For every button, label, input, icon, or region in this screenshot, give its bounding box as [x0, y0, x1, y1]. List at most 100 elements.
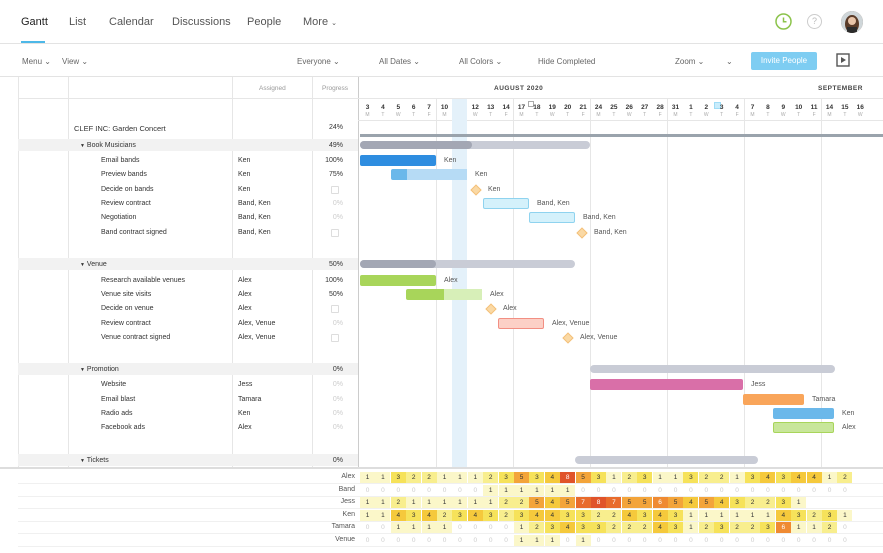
task-assignee[interactable]: Band, Ken: [238, 229, 271, 236]
workload-cell[interactable]: 1: [483, 484, 499, 496]
clock-icon[interactable]: [775, 13, 792, 30]
tab-calendar[interactable]: Calendar: [109, 16, 154, 28]
workload-cell[interactable]: 2: [760, 497, 776, 508]
task-name[interactable]: Email bands: [101, 157, 140, 164]
invite-people-button[interactable]: Invite People: [751, 52, 817, 70]
workload-cell[interactable]: 2: [529, 522, 545, 533]
task-assignee[interactable]: Tamara: [238, 396, 262, 403]
workload-cell[interactable]: 2: [421, 472, 437, 483]
group-title[interactable]: ▼ Book Musicians: [80, 142, 136, 149]
workload-cell[interactable]: 3: [683, 472, 699, 483]
workload-cell[interactable]: 0: [796, 486, 801, 494]
workload-cell[interactable]: 1: [514, 484, 529, 496]
workload-cell[interactable]: 0: [704, 536, 709, 544]
group-summary-bar[interactable]: [360, 260, 575, 268]
workload-cell[interactable]: 1: [698, 509, 714, 521]
workload-cell[interactable]: 2: [806, 509, 822, 521]
workload-cell[interactable]: 5: [698, 497, 714, 508]
workload-cell[interactable]: 0: [581, 486, 585, 494]
workload-cell[interactable]: 3: [668, 522, 683, 533]
workload-cell[interactable]: 5: [621, 497, 637, 508]
workload-cell[interactable]: 7: [606, 497, 622, 508]
column-header-progress[interactable]: Progress: [322, 85, 349, 92]
task-assignee[interactable]: Ken: [238, 410, 251, 417]
hide-completed-label[interactable]: Hide Completed: [538, 57, 596, 66]
group-title[interactable]: ▼ Venue: [80, 261, 107, 268]
workload-cell[interactable]: 1: [791, 522, 807, 533]
workload-cell[interactable]: 4: [683, 497, 699, 508]
workload-cell[interactable]: 0: [827, 536, 832, 544]
group-title[interactable]: ▼ Promotion: [80, 366, 119, 373]
group-row[interactable]: [18, 454, 358, 466]
workload-cell[interactable]: 0: [381, 536, 385, 544]
workload-cell[interactable]: 1: [483, 497, 499, 508]
workload-cell[interactable]: 1: [360, 497, 375, 508]
workload-cell[interactable]: 1: [375, 497, 391, 508]
workload-cell[interactable]: 1: [729, 472, 745, 483]
workload-cell[interactable]: 2: [390, 497, 406, 508]
workload-cell[interactable]: 1: [806, 522, 822, 533]
workload-cell[interactable]: 2: [498, 497, 514, 508]
workload-cell[interactable]: 3: [483, 509, 499, 521]
workload-cell[interactable]: 0: [411, 486, 416, 494]
workload-cell[interactable]: 0: [396, 486, 401, 494]
workload-cell[interactable]: 3: [729, 497, 745, 508]
caret-down-icon[interactable]: ▼: [80, 367, 85, 373]
workload-cell[interactable]: 0: [458, 486, 462, 494]
workload-cell[interactable]: 0: [473, 536, 478, 544]
workload-cell[interactable]: 4: [760, 472, 776, 483]
task-assignee[interactable]: Alex: [238, 305, 252, 312]
workload-cell[interactable]: 3: [591, 472, 606, 483]
workload-cell[interactable]: 2: [514, 497, 529, 508]
workload-cell[interactable]: 2: [621, 522, 637, 533]
workload-cell[interactable]: 5: [575, 472, 591, 483]
workload-cell[interactable]: 2: [498, 509, 514, 521]
milestone-checkbox[interactable]: [331, 229, 339, 237]
task-bar[interactable]: [360, 275, 436, 286]
workload-cell[interactable]: 0: [411, 536, 416, 544]
workload-cell[interactable]: 0: [596, 486, 601, 494]
workload-cell[interactable]: 1: [437, 472, 452, 483]
milestone-diamond[interactable]: [562, 332, 574, 344]
task-bar[interactable]: [773, 422, 834, 433]
tab-list[interactable]: List: [69, 16, 87, 28]
task-assignee[interactable]: Ken: [238, 171, 251, 178]
group-row[interactable]: [18, 258, 358, 270]
workload-cell[interactable]: 3: [560, 509, 576, 521]
workload-cell[interactable]: 1: [421, 497, 437, 508]
workload-cell[interactable]: 0: [473, 524, 478, 531]
workload-cell[interactable]: 0: [642, 486, 647, 494]
workload-cell[interactable]: 6: [652, 497, 668, 508]
workload-cell[interactable]: 0: [365, 536, 370, 544]
milestone-diamond[interactable]: [576, 227, 588, 239]
workload-cell[interactable]: 3: [529, 472, 545, 483]
workload-cell[interactable]: 4: [544, 497, 560, 508]
workload-cell[interactable]: 0: [673, 536, 678, 544]
workload-cell[interactable]: 0: [488, 536, 493, 544]
workload-cell[interactable]: 2: [729, 522, 745, 533]
workload-cell[interactable]: 1: [390, 522, 406, 533]
workload-cell[interactable]: 3: [668, 509, 683, 521]
milestone-diamond[interactable]: [485, 303, 497, 315]
workload-cell[interactable]: 0: [781, 536, 786, 544]
workload-cell[interactable]: 0: [642, 536, 647, 544]
workload-cell[interactable]: 0: [442, 536, 447, 544]
workload-cell[interactable]: 2: [822, 522, 837, 533]
workload-cell[interactable]: 4: [390, 509, 406, 521]
workload-cell[interactable]: 1: [360, 509, 375, 521]
workload-cell[interactable]: 0: [812, 536, 816, 544]
workload-cell[interactable]: 3: [775, 497, 791, 508]
task-name[interactable]: Research available venues: [101, 277, 186, 284]
workload-cell[interactable]: 2: [606, 522, 622, 533]
workload-cell[interactable]: 1: [575, 534, 591, 546]
workload-cell[interactable]: 3: [544, 522, 560, 533]
chevron-down-icon[interactable]: ⌄: [726, 57, 733, 66]
workload-cell[interactable]: 0: [719, 486, 724, 494]
caret-down-icon[interactable]: ▼: [80, 143, 85, 149]
color-filter[interactable]: All Colors ⌄: [459, 57, 503, 66]
workload-cell[interactable]: 0: [766, 486, 770, 494]
workload-cell[interactable]: 0: [396, 536, 401, 544]
task-name[interactable]: Preview bands: [101, 171, 147, 178]
workload-cell[interactable]: 1: [745, 509, 760, 521]
workload-cell[interactable]: 4: [544, 472, 560, 483]
